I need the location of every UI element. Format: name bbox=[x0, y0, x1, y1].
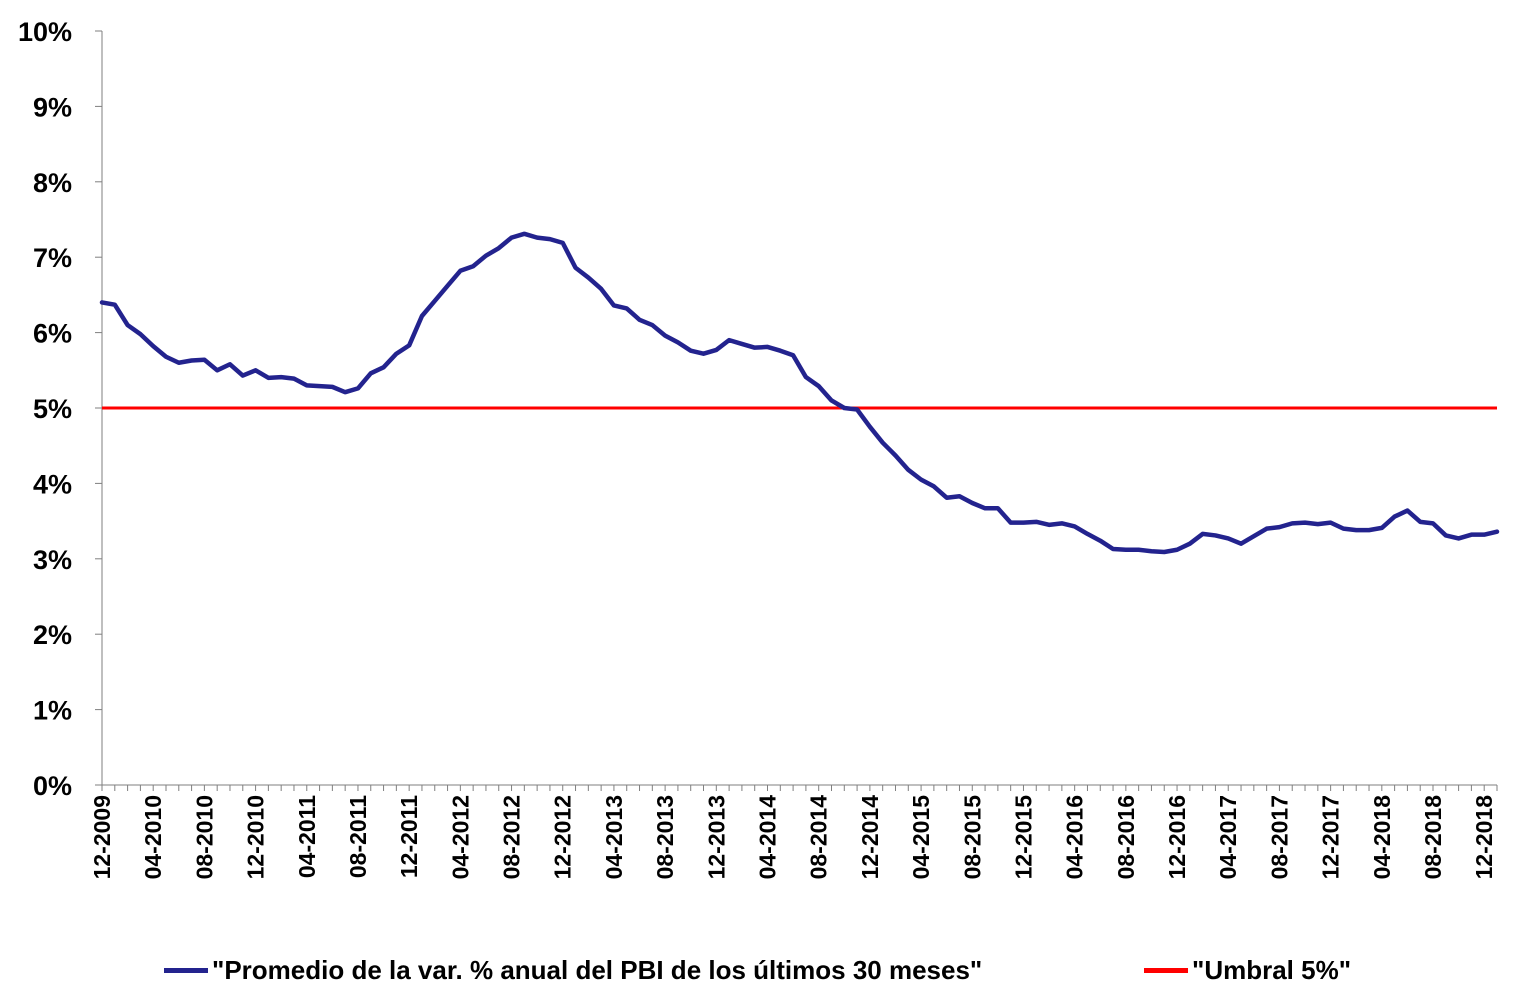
x-tick-label: 12-2016 bbox=[1164, 795, 1190, 879]
x-tick-label: 08-2015 bbox=[959, 795, 985, 880]
x-tick-label: 12-2015 bbox=[1010, 795, 1036, 880]
x-tick-label: 04-2018 bbox=[1369, 795, 1395, 880]
x-tick-label: 04-2014 bbox=[755, 795, 781, 880]
x-tick-label: 12-2011 bbox=[396, 795, 422, 878]
x-tick-label: 12-2010 bbox=[243, 795, 269, 879]
x-tick-label: 12-2009 bbox=[89, 795, 115, 879]
x-axis: 12-2009 04-2010 08-2010 12-2010 04-2011 08-20… bbox=[89, 784, 1498, 880]
series-line-promedio bbox=[99, 231, 1500, 555]
y-axis: 0% 1% 2% 3% 4% 5% 6% 7% 8% 9% 10% bbox=[18, 17, 103, 801]
x-tick-label: 12-2018 bbox=[1471, 795, 1497, 880]
y-tick-label: 9% bbox=[33, 92, 72, 122]
x-tick-label: 04-2016 bbox=[1062, 795, 1088, 879]
y-tick-label: 7% bbox=[33, 243, 72, 273]
x-tick-label: 08-2012 bbox=[499, 795, 525, 879]
y-tick-label: 5% bbox=[33, 394, 72, 424]
line-chart: 0% 1% 2% 3% 4% 5% 6% 7% 8% 9% 10% 12-2009 04-2010 08… bbox=[18, 17, 1500, 880]
legend-item-promedio: "Promedio de la var. % anual del PBI de … bbox=[164, 948, 982, 992]
x-tick-label: 08-2016 bbox=[1113, 795, 1139, 879]
y-tick-label: 10% bbox=[18, 17, 72, 47]
legend-swatch-promedio bbox=[164, 967, 208, 973]
legend-item-umbral: "Umbral 5%" bbox=[1144, 948, 1351, 992]
x-tick-label: 08-2010 bbox=[191, 795, 217, 879]
y-tick-label: 0% bbox=[33, 771, 72, 801]
y-tick-label: 4% bbox=[33, 469, 72, 499]
x-tick-label: 08-2011 bbox=[345, 795, 371, 878]
y-tick-label: 3% bbox=[33, 545, 72, 575]
legend: "Promedio de la var. % anual del PBI de … bbox=[0, 948, 1527, 992]
legend-label-umbral: "Umbral 5%" bbox=[1192, 954, 1352, 985]
x-tick-label: 08-2014 bbox=[806, 795, 832, 880]
x-tick-label: 04-2013 bbox=[601, 795, 627, 879]
x-tick-label: 12-2017 bbox=[1318, 795, 1344, 879]
x-tick-label: 12-2012 bbox=[550, 795, 576, 879]
x-tick-label: 04-2015 bbox=[908, 795, 934, 880]
x-tick-label: 12-2014 bbox=[857, 795, 883, 880]
x-tick-label: 12-2013 bbox=[703, 795, 729, 879]
x-tick-label: 08-2017 bbox=[1266, 795, 1292, 879]
x-tick-label: 08-2018 bbox=[1420, 795, 1446, 880]
x-tick-label: 04-2012 bbox=[447, 795, 473, 879]
x-tick-label: 04-2010 bbox=[140, 795, 166, 879]
x-tick-label: 08-2013 bbox=[652, 795, 678, 879]
y-tick-label: 8% bbox=[33, 168, 72, 198]
y-tick-label: 2% bbox=[33, 620, 72, 650]
y-tick-label: 6% bbox=[33, 319, 72, 349]
legend-label-promedio: "Promedio de la var. % anual del PBI de … bbox=[212, 954, 983, 985]
legend-swatch-umbral bbox=[1144, 967, 1188, 973]
series-layer bbox=[99, 231, 1500, 555]
x-tick-label: 04-2011 bbox=[294, 795, 320, 878]
y-tick-label: 1% bbox=[33, 696, 72, 726]
x-tick-label: 04-2017 bbox=[1215, 795, 1241, 879]
